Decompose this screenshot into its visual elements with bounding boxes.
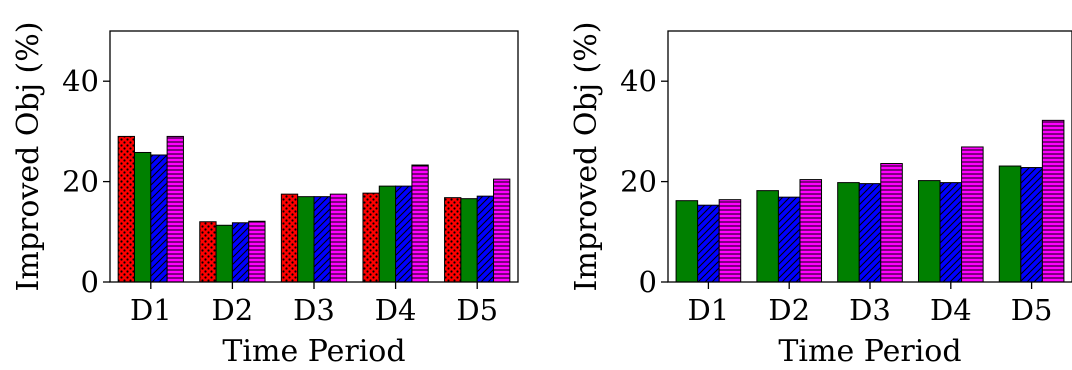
bar-green-d2 — [756, 190, 779, 283]
bar-blue-d4 — [395, 185, 413, 283]
y-tick-label: 40 — [62, 64, 99, 98]
bar-green-d3 — [837, 182, 860, 283]
bar-green-d5 — [460, 198, 478, 283]
bar-magenta-d2 — [799, 179, 823, 283]
bar-blue-d5 — [1020, 167, 1043, 283]
y-tick-label: 20 — [62, 165, 99, 199]
bar-blue-d2 — [777, 196, 801, 283]
bar-green-d2 — [215, 224, 233, 283]
bar-green-d4 — [917, 180, 941, 283]
bar-red-d4 — [362, 192, 380, 283]
bar-blue-d5 — [476, 195, 495, 283]
y-tick-label: 0 — [639, 265, 657, 299]
chart-panel-2: 0 20 40 D1 D2 D3 D4 D5 Time Period Improved Obj (… — [569, 22, 1072, 369]
bar-green-d4 — [378, 185, 397, 283]
bar-magenta-d1 — [166, 135, 184, 283]
bar-magenta-d4 — [411, 164, 429, 283]
chart-panel-1: 0 20 40 D1 D2 D3 D4 D5 Time Period Improved Obj (… — [11, 22, 519, 369]
x-tick-label: D5 — [456, 293, 498, 327]
x-axis-label: Time Period — [778, 334, 961, 365]
bar-red-d5 — [444, 197, 462, 283]
x-tick-label: D3 — [293, 293, 335, 327]
bar-magenta-d4 — [961, 146, 984, 283]
bar-magenta-d5 — [1041, 119, 1065, 283]
y-axis-label: Improved Obj (%) — [569, 22, 604, 292]
bar-green-d3 — [297, 196, 315, 283]
bar-red-d3 — [280, 193, 299, 283]
bar-magenta-d5 — [493, 178, 511, 283]
bar-blue-d2 — [231, 222, 250, 283]
bar-green-d5 — [998, 165, 1022, 283]
x-axis-label: Time Period — [222, 334, 405, 365]
bar-green-d1 — [675, 200, 699, 283]
x-tick-label: D3 — [849, 293, 891, 327]
bar-red-d2 — [199, 221, 217, 283]
bar-magenta-d2 — [248, 220, 266, 283]
x-tick-label: D5 — [1011, 293, 1053, 327]
x-tick-label: D4 — [375, 293, 417, 327]
x-tick-label: D1 — [130, 293, 172, 327]
x-tick-label: D4 — [930, 293, 972, 327]
bar-green-d1 — [133, 151, 152, 283]
bar-blue-d1 — [150, 154, 168, 283]
bar-blue-d3 — [313, 196, 331, 283]
y-axis-label: Improved Obj (%) — [11, 22, 46, 292]
bar-blue-d4 — [939, 182, 963, 283]
y-tick-label: 20 — [620, 165, 657, 199]
x-tick-label: D2 — [212, 293, 254, 327]
bar-magenta-d1 — [718, 199, 742, 283]
bar-blue-d1 — [697, 204, 720, 283]
bar-magenta-d3 — [880, 163, 903, 283]
x-tick-label: D2 — [768, 293, 810, 327]
y-tick-label: 40 — [620, 64, 657, 98]
bar-blue-d3 — [858, 183, 882, 283]
bar-red-d1 — [117, 135, 135, 283]
bar-magenta-d3 — [329, 193, 348, 283]
x-tick-label: D1 — [688, 293, 730, 327]
y-tick-label: 0 — [81, 265, 99, 299]
